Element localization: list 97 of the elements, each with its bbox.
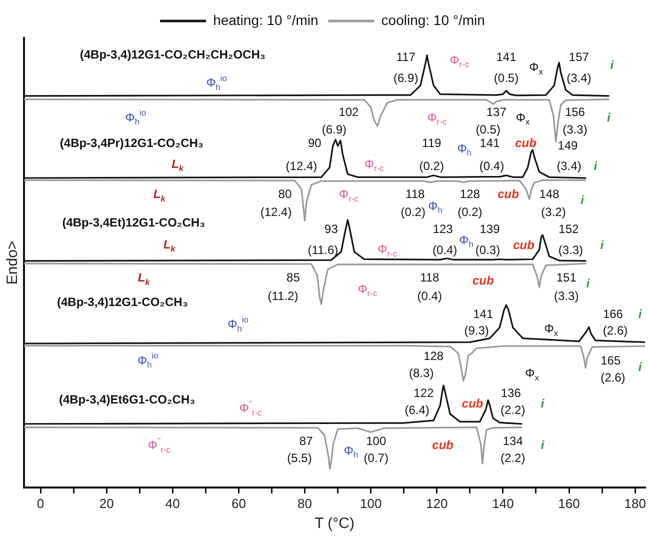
annotation: (11.2)	[268, 289, 298, 304]
y-axis-title: Endo>	[4, 240, 22, 285]
legend-label: heating: 10 °/min	[213, 12, 318, 28]
legend-label: cooling: 10 °/min	[381, 12, 485, 28]
annotation: 136	[500, 386, 522, 400]
annotation: i	[610, 58, 614, 72]
annotation: 118	[420, 270, 440, 285]
annotation: 128	[424, 349, 444, 364]
annotation: (0.5)	[476, 122, 500, 136]
annotation: (3.2)	[541, 204, 566, 219]
annotation: cub	[432, 438, 454, 452]
annotation: 151	[556, 270, 577, 285]
annotation: (0.3)	[475, 242, 500, 257]
annotation: Φ''r-c	[239, 398, 262, 418]
annotation: i	[600, 238, 604, 252]
annotation: (8.3)	[409, 366, 434, 380]
annotation: 85	[286, 270, 300, 285]
annotation: (9.3)	[464, 324, 489, 338]
annotation: cub	[513, 238, 534, 252]
annotation: (0.2)	[419, 159, 444, 174]
annotation: 156	[564, 105, 586, 120]
annotation: 119	[422, 136, 442, 150]
annotation: (6.9)	[394, 70, 418, 85]
annotation: 117	[396, 50, 416, 64]
annotation: 87	[299, 434, 314, 448]
annotation: 102	[338, 105, 360, 120]
annotation: 118	[406, 187, 425, 202]
annotation: 80	[278, 187, 292, 202]
x-tick-label: 120	[426, 496, 448, 511]
annotation: (2.6)	[600, 370, 626, 384]
annotation: (0.5)	[494, 70, 519, 85]
annotation: (11.6)	[308, 242, 338, 257]
annotation: (5.5)	[287, 451, 312, 466]
annotation: 152	[558, 222, 580, 236]
annotation: 123	[432, 222, 454, 236]
annotation: (3.3)	[562, 122, 588, 136]
annotation: (0.4)	[417, 289, 442, 304]
annotation: (4Bp-3,4)Et6G1-CO₂CH₃	[58, 392, 196, 406]
annotation: (0.4)	[479, 159, 504, 174]
annotation: (4Bp-3,4)12G1-CO₂CH₂CH₂OCH₃	[80, 48, 266, 62]
x-tick-label: 20	[99, 496, 114, 511]
annotation: (4Bp-3,4)12G1-CO₂CH₃	[56, 295, 188, 310]
annotation: 100	[366, 434, 386, 448]
annotation: 141	[473, 306, 494, 321]
annotation: 148	[539, 187, 560, 202]
annotation: (3.4)	[556, 159, 582, 174]
annotation: (3.3)	[558, 242, 584, 257]
annotation: 90	[308, 136, 322, 150]
annotation: (12.4)	[260, 204, 292, 219]
annotation: (0.2)	[458, 204, 482, 219]
annotation: (0.7)	[364, 451, 388, 466]
x-tick-label: 160	[558, 496, 580, 511]
annotation: (4Bp-3,4Et)12G1-CO₂CH₃	[62, 215, 206, 230]
annotation: 149	[558, 138, 578, 152]
annotation: i	[586, 276, 590, 291]
annotation: 134	[502, 434, 524, 448]
annotation: (0.2)	[400, 204, 426, 219]
annotation: i	[594, 159, 598, 174]
x-tick-label: 0	[36, 496, 44, 511]
x-tick-label: 60	[231, 496, 246, 511]
annotation: i	[540, 438, 545, 452]
x-tick-label: 100	[360, 496, 382, 511]
annotation: (6.9)	[322, 122, 347, 136]
annotation: i	[638, 306, 642, 321]
x-tick-label: 140	[492, 496, 514, 511]
x-tick-label: 80	[298, 496, 312, 511]
annotation: (3.3)	[554, 289, 579, 304]
annotation: 122	[414, 386, 434, 400]
annotation: (4Bp-3,4Pr)12G1-CO₂CH₃	[60, 136, 204, 150]
annotation: cub	[472, 274, 494, 288]
annotation: (12.4)	[286, 159, 318, 174]
annotation: (0.4)	[432, 242, 458, 257]
x-axis-title: T (°C)	[314, 515, 354, 532]
annotation: (2.2)	[500, 451, 526, 466]
annotation: 93	[324, 222, 338, 236]
annotation: i	[638, 360, 642, 374]
annotation: (6.4)	[404, 403, 430, 418]
annotation: (3.4)	[566, 70, 592, 85]
annotation: (2.2)	[500, 403, 526, 418]
annotation: cub	[515, 136, 536, 150]
annotation: 139	[480, 222, 500, 236]
annotation: (2.6)	[602, 324, 628, 338]
x-tick-label: 180	[624, 496, 646, 511]
annotation: Φ''r-c	[148, 435, 170, 454]
annotation: 166	[602, 306, 624, 321]
annotation: cub	[498, 187, 519, 202]
annotation: 141	[496, 50, 517, 64]
annotation: cub	[462, 396, 484, 410]
annotation: 165	[600, 354, 621, 368]
annotation: 141	[480, 136, 500, 150]
annotation: i	[540, 396, 545, 410]
annotation: i	[607, 110, 611, 124]
annotation: i	[580, 193, 585, 208]
annotation: 137	[486, 105, 507, 120]
x-tick-label: 40	[165, 496, 180, 511]
annotation: 157	[568, 50, 590, 64]
annotation: 128	[460, 187, 480, 202]
